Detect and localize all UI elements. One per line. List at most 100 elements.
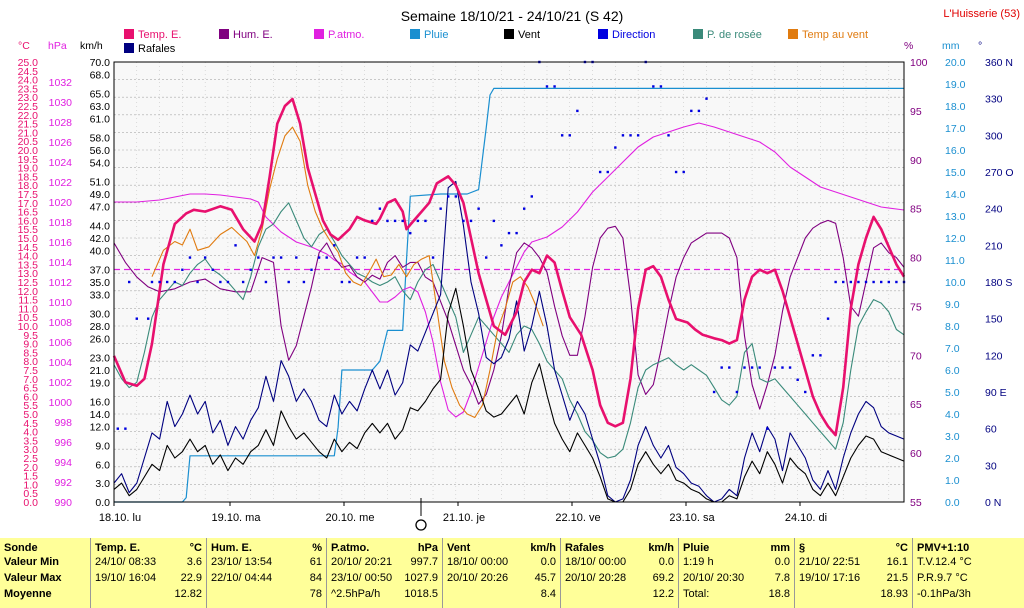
wind-axis-label: 65.0	[90, 88, 111, 100]
direction-point	[553, 85, 556, 88]
pluie-total-val: 18.8	[768, 588, 790, 600]
temp-axis-label: 19.5	[18, 154, 39, 166]
direction-point	[124, 427, 127, 430]
pluie-unit: mm	[770, 542, 790, 554]
rain-axis-label: 9.0	[945, 299, 960, 311]
temp-axis-label: 20.0	[18, 145, 39, 157]
temp-axis-label: 0.5	[23, 488, 38, 500]
x-tick-label: 21.10. je	[443, 512, 485, 524]
patm-axis-label: 998	[54, 417, 72, 429]
temp-axis-label: 18.5	[18, 171, 39, 183]
temp-axis-label: 17.0	[18, 198, 39, 210]
temp-axis-label: 6.0	[23, 391, 38, 403]
wind-axis-label: 21.0	[90, 365, 111, 377]
dir-axis-label: 330	[985, 94, 1003, 106]
pmv-pr: P.R.9.7 °C	[917, 572, 968, 584]
wind-direction-marker	[415, 498, 427, 531]
direction-point	[146, 317, 150, 320]
direction-point	[181, 268, 184, 271]
vent-max-val: 45.7	[534, 572, 556, 584]
direction-point	[454, 195, 458, 198]
rain-axis-label: 18.0	[945, 101, 966, 113]
direction-point	[576, 109, 579, 113]
rain-axis-label: 0.0	[945, 497, 960, 509]
direction-point	[819, 354, 822, 357]
direction-point	[219, 280, 222, 284]
direction-point	[667, 134, 670, 137]
rain-axis-label: 15.0	[945, 167, 966, 179]
direction-point	[409, 231, 412, 235]
legend-swatch	[598, 29, 608, 39]
direction-point	[621, 134, 625, 137]
direction-point	[743, 366, 746, 369]
x-tick-label: 18.10. lu	[99, 512, 141, 524]
sonde-title: Sonde	[4, 542, 38, 554]
temp-axis-label: 22.5	[18, 101, 39, 113]
temp-axis-label: 14.5	[18, 242, 39, 254]
row-label-avg: Moyenne	[4, 588, 52, 600]
hum-axis-label: 75	[910, 301, 922, 313]
compass-marker-icon	[415, 519, 427, 531]
footer-col-pmv: PMV+1:10 T.V.12.4 °C P.R.9.7 °C -0.1hPa/…	[912, 538, 1024, 608]
dir-axis-label: 300	[985, 130, 1003, 142]
temp-axis-label: 23.5	[18, 83, 39, 95]
rain-axis-label: 12.0	[945, 233, 966, 245]
temp-axis-label: 14.0	[18, 251, 39, 263]
x-tick-label: 24.10. di	[785, 512, 827, 524]
direction-point	[515, 231, 518, 235]
pluie-duration-val: 0.0	[774, 556, 790, 568]
direction-point	[674, 170, 678, 174]
direction-point	[500, 244, 503, 247]
direction-point	[439, 207, 442, 210]
series-line-p-atmo	[114, 122, 905, 418]
temp-axis-label: 17.5	[18, 189, 39, 201]
temp-axis-label: 15.5	[18, 224, 39, 236]
sect-min-val: 16.1	[886, 556, 908, 568]
direction-point	[895, 280, 898, 284]
vent-min-date: 18/10/ 00:00	[447, 556, 509, 568]
hum-axis-label: 55	[910, 497, 922, 509]
series-line-vent	[113, 287, 905, 503]
wind-axis-label: 12.0	[90, 422, 111, 434]
legend: Temp. E. Hum. E. P.atmo. Pluie Vent Direction…	[124, 29, 868, 55]
x-tick-label: 20.10. me	[326, 512, 375, 524]
dir-axis-label: 60	[985, 424, 997, 436]
rain-axis-label: 4.0	[945, 409, 960, 421]
direction-point	[857, 280, 860, 284]
footer-col-sonde: Sonde Valeur Min Valeur Max Moyenne	[0, 538, 90, 608]
temp-axis-label: 11.0	[18, 303, 38, 315]
patm-axis-label: 992	[54, 477, 72, 489]
direction-point	[773, 366, 777, 369]
dir-axis-label: 270 O	[985, 167, 1014, 179]
wind-axis-label: 9.0	[95, 440, 110, 452]
hum-axis-label: 85	[910, 204, 922, 216]
wind-axis-label: 47.0	[90, 202, 111, 214]
pluie-max-val: 7.8	[774, 572, 790, 584]
direction-point	[477, 207, 480, 210]
wind-axis-label: 35.0	[90, 277, 111, 289]
patm-axis-label: 994	[54, 457, 72, 469]
temp-max-date: 19/10/ 16:04	[95, 572, 157, 584]
temp-min-val: 3.6	[186, 556, 202, 568]
footer-col-pluie: Pluie mm 1:19 h 0.0 20/10/ 20:30 7.8 Total:…	[678, 538, 794, 608]
legend-label: Pluie	[424, 29, 448, 41]
wind-axis-label: 23.0	[90, 352, 111, 364]
temp-axis-label: 1.5	[23, 471, 38, 483]
rain-axis-label: 1.0	[945, 475, 960, 487]
temp-axis-label: 7.0	[23, 374, 38, 386]
legend-swatch	[693, 29, 703, 39]
footer-col-temp: Temp. E. °C 24/10/ 08:33 3.6 19/10/ 16:04 2…	[90, 538, 206, 608]
footer-col-sect: § °C 21/10/ 22:51 16.1 19/10/ 17:16 21.5 18…	[794, 538, 912, 608]
temp-axis-label: 9.5	[23, 330, 38, 342]
direction-point	[302, 280, 306, 284]
hum-axis-unit: %	[904, 40, 913, 52]
wind-axis-label: 49.0	[90, 189, 111, 201]
patm-axis-label: 1028	[49, 117, 73, 129]
patm-axis-label: 1006	[49, 337, 73, 349]
temp-max-val: 22.9	[180, 572, 202, 584]
patm-axis-label: 1014	[49, 257, 73, 269]
patm-axis-label: 1018	[49, 217, 73, 229]
direction-point	[211, 268, 214, 271]
rafales-avg: 12.2	[652, 588, 674, 600]
patm-max-date: 23/10/ 00:50	[331, 572, 393, 584]
